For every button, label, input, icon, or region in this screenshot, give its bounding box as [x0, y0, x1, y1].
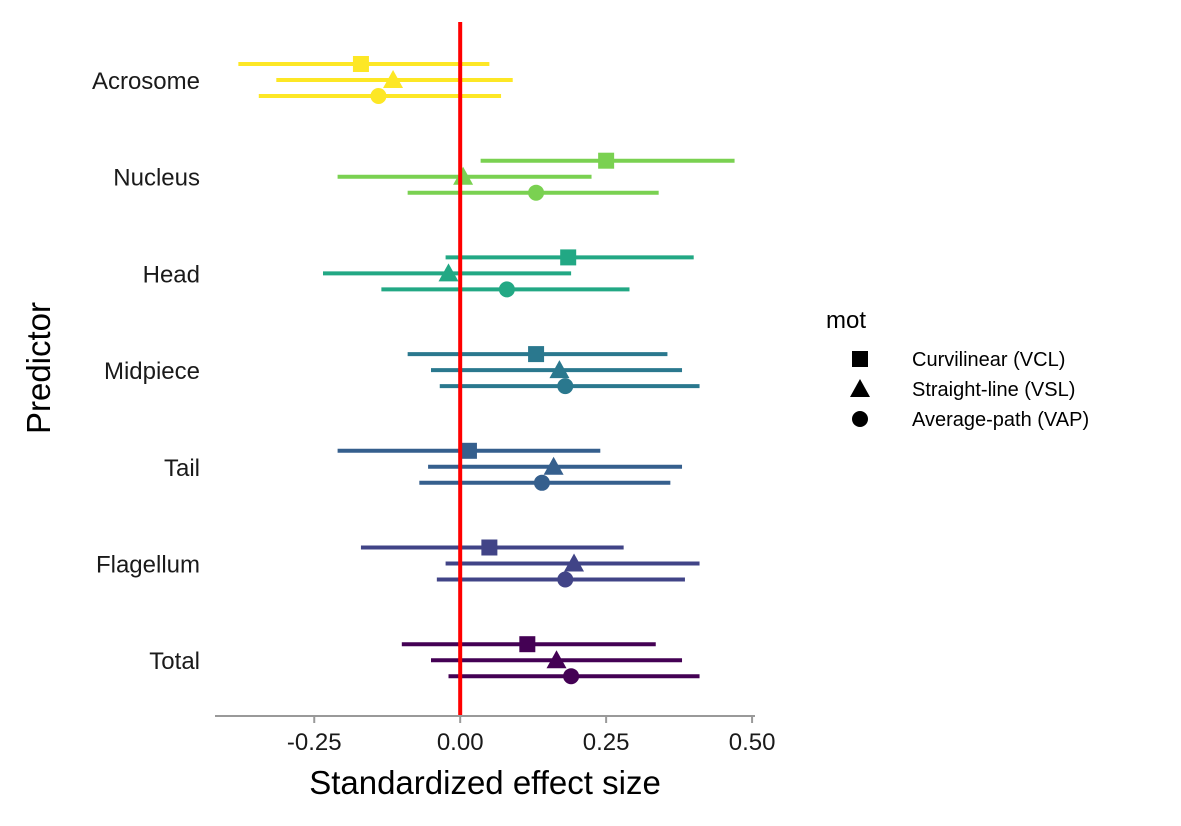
legend: mot Curvilinear (VCL) Straight-line (VSL)… — [826, 307, 1089, 431]
point-acrosome-square — [352, 56, 369, 72]
point-nucleus-square — [598, 152, 615, 169]
point-midpiece-triangle — [549, 360, 570, 379]
point-flagellum-square — [481, 539, 498, 556]
legend-key-circle — [852, 411, 868, 427]
legend-key-square — [852, 351, 868, 367]
point-total-triangle — [546, 650, 567, 669]
x-tick-label: 0.25 — [583, 729, 630, 756]
point-head-square — [560, 249, 577, 266]
x-axis-title: Standardized effect size — [309, 764, 661, 801]
y-axis: Acrosome Nucleus Head Midpiece Tail Flagellum… — [92, 68, 200, 675]
y-tick-label: Tail — [164, 455, 200, 482]
point-midpiece-square — [528, 346, 545, 363]
point-tail-circle — [533, 474, 550, 491]
legend-title: mot — [826, 307, 866, 334]
point-head-circle — [498, 281, 515, 298]
legend-label: Straight-line (VSL) — [912, 379, 1075, 401]
point-total-square — [519, 636, 536, 653]
y-tick-label: Total — [149, 648, 200, 675]
y-tick-label: Nucleus — [113, 165, 200, 192]
point-nucleus-triangle — [453, 166, 474, 185]
x-tick-label: -0.25 — [287, 729, 342, 756]
y-tick-label: Flagellum — [96, 552, 200, 579]
point-flagellum-triangle — [564, 553, 585, 572]
point-total-circle — [563, 668, 580, 685]
x-axis: -0.25 0.00 0.25 0.50 — [215, 715, 776, 756]
y-tick-label: Head — [143, 261, 200, 288]
y-tick-label: Acrosome — [92, 68, 200, 95]
plot-area — [238, 22, 735, 716]
point-tail-triangle — [543, 456, 564, 475]
point-head-triangle — [438, 263, 459, 282]
point-acrosome-circle — [370, 88, 387, 104]
legend-label: Curvilinear (VCL) — [912, 349, 1065, 371]
y-tick-label: Midpiece — [104, 358, 200, 385]
legend-label: Average-path (VAP) — [912, 409, 1089, 431]
x-tick-label: 0.50 — [729, 729, 776, 756]
point-midpiece-circle — [557, 378, 574, 395]
legend-key-triangle — [850, 379, 870, 397]
x-tick-label: 0.00 — [437, 729, 484, 756]
point-nucleus-circle — [528, 184, 545, 201]
point-flagellum-circle — [557, 571, 574, 588]
point-tail-square — [460, 442, 477, 459]
point-acrosome-triangle — [383, 70, 404, 88]
y-axis-title: Predictor — [20, 302, 57, 434]
